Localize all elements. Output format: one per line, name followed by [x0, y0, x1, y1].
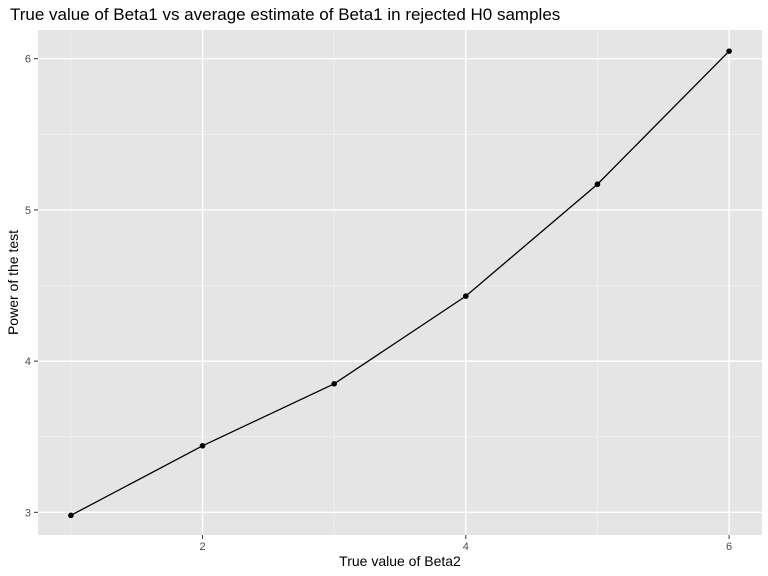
x-tick-label: 4: [463, 541, 469, 553]
data-point: [68, 512, 74, 519]
data-series: [68, 48, 732, 519]
x-tick-label: 2: [199, 541, 205, 553]
axis-ticks: 2 4 6 3 4 5 6: [25, 54, 732, 553]
grid-lines: [38, 30, 762, 535]
y-tick-label: 3: [25, 507, 31, 519]
y-tick-label: 4: [25, 356, 31, 368]
y-tick-label: 6: [25, 54, 31, 66]
data-point: [594, 181, 601, 188]
data-point: [726, 48, 732, 54]
y-tick-label: 5: [25, 205, 31, 217]
chart-title: True value of Beta1 vs average estimate …: [10, 5, 560, 24]
series-line: [70, 50, 730, 516]
data-point: [331, 381, 337, 387]
x-axis-title: True value of Beta2: [339, 553, 461, 569]
data-point: [199, 442, 206, 449]
y-axis-title: Power of the test: [5, 230, 21, 335]
x-tick-label: 6: [726, 541, 732, 553]
data-point: [463, 293, 469, 299]
plot-panel: [38, 30, 762, 535]
